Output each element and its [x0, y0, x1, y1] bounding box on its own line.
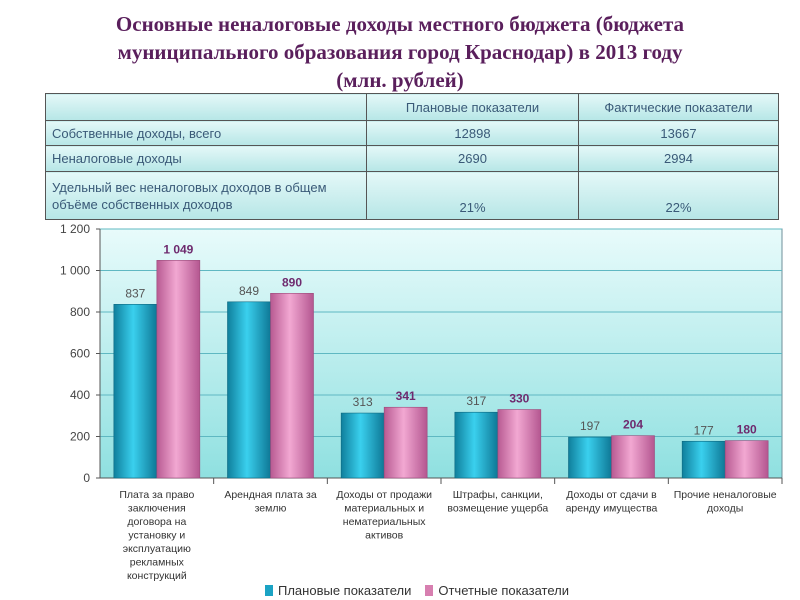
title-line: Основные неналоговые доходы местного бюд…: [115, 12, 685, 36]
legend-swatch-fact: [425, 585, 434, 596]
data-label-fact: 180: [737, 423, 757, 437]
x-category-label: Прочие неналоговые: [674, 489, 777, 501]
x-category-label: эксплуатацию: [123, 543, 191, 555]
x-category-label: материальных и: [344, 503, 424, 515]
data-label-fact: 204: [623, 418, 643, 432]
legend-item-plan: Плановые показатели: [265, 583, 411, 598]
legend-item-fact: Отчетные показатели: [425, 583, 569, 598]
x-category-label: заключения: [128, 503, 186, 515]
data-label-plan: 313: [353, 395, 373, 409]
data-label-fact: 1 049: [163, 242, 193, 256]
table-row: Собственные доходы, всего 12898 13667: [45, 120, 779, 146]
row-label: Неналоговые доходы: [45, 145, 367, 172]
row-fact-value: 2994: [578, 145, 779, 172]
data-label-plan: 837: [125, 286, 145, 300]
bar-plan: [454, 411, 499, 479]
bar-fact: [724, 440, 769, 479]
data-label-fact: 341: [396, 389, 416, 403]
data-label-plan: 849: [239, 284, 259, 298]
x-category-label: конструкций: [127, 570, 187, 582]
y-tick-label: 200: [70, 430, 90, 444]
bar-plan: [340, 412, 385, 479]
bar-fact: [156, 260, 201, 479]
summary-table: Плановые показатели Фактические показате…: [45, 93, 779, 220]
x-category-label: установку и: [128, 530, 185, 542]
bar-fact: [383, 406, 428, 479]
x-category-label: землю: [255, 503, 287, 515]
bar-plan: [227, 301, 271, 479]
data-label-fact: 890: [282, 275, 302, 289]
bar-fact: [611, 435, 655, 479]
x-category-label: Арендная плата за: [224, 489, 317, 501]
chart-legend: Плановые показатели Отчетные показатели: [265, 583, 569, 598]
legend-swatch-plan: [265, 585, 273, 596]
row-plan-value: 2690: [366, 145, 579, 172]
row-plan-value: 12898: [366, 120, 579, 146]
row-label: Удельный вес неналоговых доходов в общем…: [45, 171, 367, 220]
title-line: (млн. рублей): [336, 68, 464, 92]
row-plan-value: 21%: [366, 171, 579, 220]
x-category-label: Доходы от продажи: [336, 489, 432, 501]
x-category-label: Штрафы, санкции,: [453, 489, 543, 501]
data-label-plan: 177: [694, 423, 714, 437]
x-category-label: аренду имущества: [566, 503, 658, 515]
data-label-fact: 330: [509, 392, 529, 406]
row-label: Собственные доходы, всего: [45, 120, 367, 146]
y-tick-label: 0: [83, 471, 90, 485]
x-category-label: договора на: [127, 516, 186, 528]
bar-plan: [568, 436, 612, 479]
title-line: муниципального образования город Краснод…: [117, 40, 683, 64]
y-tick-label: 800: [70, 305, 90, 319]
data-label-plan: 197: [580, 419, 600, 433]
header-cell-plan: Плановые показатели: [366, 93, 579, 121]
bar-fact: [270, 293, 314, 479]
bar-plan: [113, 304, 158, 479]
x-category-label: активов: [365, 530, 404, 542]
y-tick-label: 1 000: [60, 264, 90, 278]
x-category-label: доходы: [707, 503, 743, 515]
legend-label-fact: Отчетные показатели: [438, 583, 570, 598]
y-tick-label: 400: [70, 388, 90, 402]
x-category-label: рекламных: [130, 557, 185, 569]
table-row: Удельный вес неналоговых доходов в общем…: [45, 171, 779, 220]
x-category-label: Доходы от сдачи в: [566, 489, 657, 501]
y-tick-label: 600: [70, 347, 90, 361]
data-label-plan: 317: [466, 394, 486, 408]
table-header-row: Плановые показатели Фактические показате…: [45, 93, 779, 121]
table-row: Неналоговые доходы 2690 2994: [45, 145, 779, 172]
row-label-line: Удельный вес неналоговых доходов в общем: [52, 179, 327, 195]
y-tick-label: 1 200: [60, 222, 90, 236]
bar-plan: [681, 440, 726, 479]
bar-fact: [497, 409, 542, 479]
x-category-label: возмещение ущерба: [447, 503, 548, 515]
x-category-label: Плата за право: [119, 489, 194, 501]
legend-label-plan: Плановые показатели: [278, 583, 412, 598]
x-category-label: нематериальных: [343, 516, 426, 528]
row-fact-value: 22%: [578, 171, 779, 220]
row-label-line: объёме собственных доходов: [52, 196, 233, 212]
header-cell-fact: Фактические показатели: [578, 93, 779, 121]
page-title: Основные неналоговые доходы местного бюд…: [40, 10, 760, 94]
